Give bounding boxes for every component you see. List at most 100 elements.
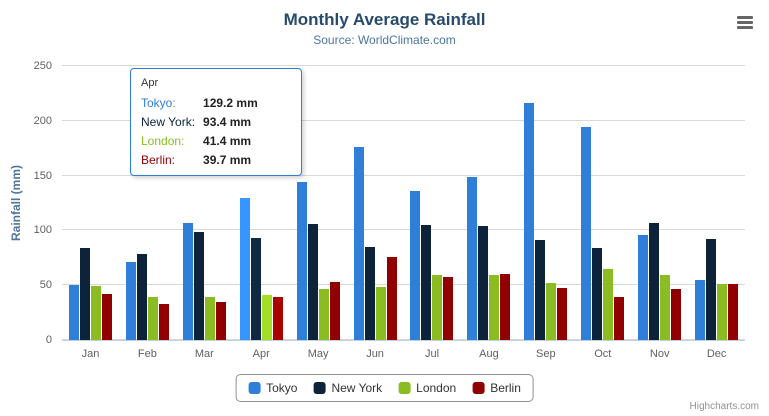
bar-tokyo-apr[interactable] bbox=[239, 198, 250, 340]
bar-tokyo-jul[interactable] bbox=[410, 191, 421, 340]
bar-new-york-jul[interactable] bbox=[421, 224, 432, 340]
y-axis-tick-label: 100 bbox=[33, 224, 52, 237]
bar-london-oct[interactable] bbox=[603, 268, 614, 340]
bar-tokyo-nov[interactable] bbox=[638, 235, 649, 340]
bar-new-york-nov[interactable] bbox=[649, 223, 660, 340]
bar-new-york-may[interactable] bbox=[307, 223, 318, 340]
bar-tokyo-jun[interactable] bbox=[353, 147, 364, 340]
y-axis-tick-label: 50 bbox=[39, 279, 52, 292]
gridline bbox=[62, 229, 745, 231]
x-axis-tick-label: Aug bbox=[479, 348, 499, 360]
x-axis-tick-label: Apr bbox=[252, 348, 270, 360]
bar-new-york-mar[interactable] bbox=[193, 232, 204, 340]
bar-group-apr: Apr bbox=[233, 66, 290, 360]
bar-tokyo-mar[interactable] bbox=[182, 223, 193, 340]
gridline bbox=[62, 174, 745, 176]
bar-tokyo-feb[interactable] bbox=[125, 261, 136, 340]
tooltip-series-name: Berlin: bbox=[141, 153, 176, 167]
bar-berlin-jul[interactable] bbox=[443, 277, 454, 340]
bar-group-jul: Jul bbox=[404, 66, 461, 360]
legend-label: Tokyo bbox=[266, 381, 298, 395]
bar-tokyo-jan[interactable] bbox=[68, 285, 79, 340]
legend-swatch bbox=[472, 382, 485, 394]
tooltip-header: Apr bbox=[141, 77, 159, 89]
legend-label: New York bbox=[331, 381, 383, 395]
context-menu-button[interactable] bbox=[735, 12, 755, 33]
bar-group-sep: Sep bbox=[517, 66, 574, 360]
tooltip: Apr Tokyo: 129.2 mm New York: 93.4 mm London… bbox=[130, 68, 302, 176]
bar-london-may[interactable] bbox=[318, 288, 329, 340]
chart-subtitle: Source: WorldClimate.com bbox=[313, 33, 456, 47]
bar-new-york-apr[interactable] bbox=[250, 237, 261, 340]
tooltip-series-value: 93.4 mm bbox=[203, 115, 252, 129]
gridline bbox=[62, 65, 745, 66]
x-axis-tick-label: Jun bbox=[366, 348, 384, 360]
bar-new-york-jun[interactable] bbox=[364, 247, 375, 340]
bar-london-aug[interactable] bbox=[489, 274, 500, 340]
tooltip-series-value: 39.7 mm bbox=[203, 153, 252, 167]
bar-tokyo-oct[interactable] bbox=[581, 127, 592, 340]
x-axis-tick-label: Jul bbox=[424, 348, 440, 360]
bar-london-jun[interactable] bbox=[375, 287, 386, 340]
bar-london-dec[interactable] bbox=[717, 283, 728, 340]
bar-group-may: May bbox=[290, 66, 347, 360]
y-axis-tick-label: 250 bbox=[33, 60, 52, 72]
y-axis-tick-label: 0 bbox=[45, 334, 52, 346]
y-axis-tick-label: 200 bbox=[33, 114, 52, 127]
bar-berlin-dec[interactable] bbox=[728, 284, 739, 340]
bar-london-jul[interactable] bbox=[432, 275, 443, 340]
bar-berlin-aug[interactable] bbox=[500, 273, 511, 340]
bar-berlin-may[interactable] bbox=[329, 282, 340, 340]
legend: Tokyo New York London Berlin bbox=[235, 374, 534, 402]
chart-title: Monthly Average Rainfall bbox=[283, 10, 486, 29]
bar-group-feb: Feb bbox=[119, 66, 176, 360]
y-axis-tick-label: 150 bbox=[33, 169, 52, 182]
bar-tokyo-sep[interactable] bbox=[524, 102, 535, 340]
hamburger-menu-icon bbox=[737, 26, 753, 29]
gridline bbox=[62, 284, 745, 286]
bar-new-york-dec[interactable] bbox=[706, 238, 717, 340]
bar-new-york-sep[interactable] bbox=[535, 240, 546, 340]
tooltip-rows: Tokyo: 129.2 mm New York: 93.4 mm London: 41.… bbox=[141, 96, 291, 167]
legend-item-london[interactable]: London bbox=[398, 381, 456, 395]
bar-berlin-mar[interactable] bbox=[215, 302, 226, 340]
bar-new-york-jan[interactable] bbox=[79, 248, 90, 340]
bar-new-york-feb[interactable] bbox=[136, 253, 147, 340]
x-axis-tick-label: Mar bbox=[194, 348, 214, 360]
bar-tokyo-may[interactable] bbox=[296, 182, 307, 340]
bar-berlin-apr[interactable] bbox=[272, 296, 283, 340]
hamburger-menu-icon bbox=[737, 16, 753, 19]
bar-berlin-sep[interactable] bbox=[557, 287, 568, 340]
bar-group-dec: Dec bbox=[688, 66, 745, 360]
bar-berlin-nov[interactable] bbox=[671, 288, 682, 340]
bar-london-mar[interactable] bbox=[204, 296, 215, 340]
legend-item-tokyo[interactable]: Tokyo bbox=[248, 381, 297, 395]
tooltip-series-value: 129.2 mm bbox=[203, 96, 258, 110]
x-axis-tick-label: Dec bbox=[706, 348, 727, 360]
bar-berlin-jan[interactable] bbox=[101, 293, 112, 340]
legend-label: Berlin bbox=[490, 381, 521, 395]
legend-swatch bbox=[398, 382, 411, 394]
legend-label: London bbox=[416, 381, 457, 395]
gridline bbox=[62, 339, 745, 340]
bar-groups: Jan Feb Mar Apr May Jun Jul Aug Sep Oct Nov Dec bbox=[62, 66, 745, 360]
bar-new-york-aug[interactable] bbox=[478, 225, 489, 340]
bar-new-york-oct[interactable] bbox=[592, 248, 603, 340]
bar-tokyo-aug[interactable] bbox=[467, 177, 478, 340]
bar-berlin-oct[interactable] bbox=[614, 297, 625, 340]
bar-berlin-jun[interactable] bbox=[386, 257, 397, 340]
bar-london-nov[interactable] bbox=[660, 275, 671, 340]
credits-link[interactable]: Highcharts.com bbox=[689, 401, 759, 412]
bar-london-feb[interactable] bbox=[147, 297, 158, 340]
bar-group-jan: Jan bbox=[62, 66, 119, 360]
bar-london-jan[interactable] bbox=[90, 286, 101, 340]
bar-berlin-feb[interactable] bbox=[158, 303, 169, 340]
tooltip-series-name: New York: bbox=[141, 115, 196, 129]
bar-tokyo-dec[interactable] bbox=[695, 280, 706, 340]
tooltip-series-name: Tokyo: bbox=[141, 96, 176, 110]
bar-london-sep[interactable] bbox=[546, 282, 557, 340]
bar-london-apr[interactable] bbox=[261, 294, 272, 340]
legend-item-berlin[interactable]: Berlin bbox=[472, 381, 521, 395]
legend-item-new-york[interactable]: New York bbox=[313, 381, 382, 395]
